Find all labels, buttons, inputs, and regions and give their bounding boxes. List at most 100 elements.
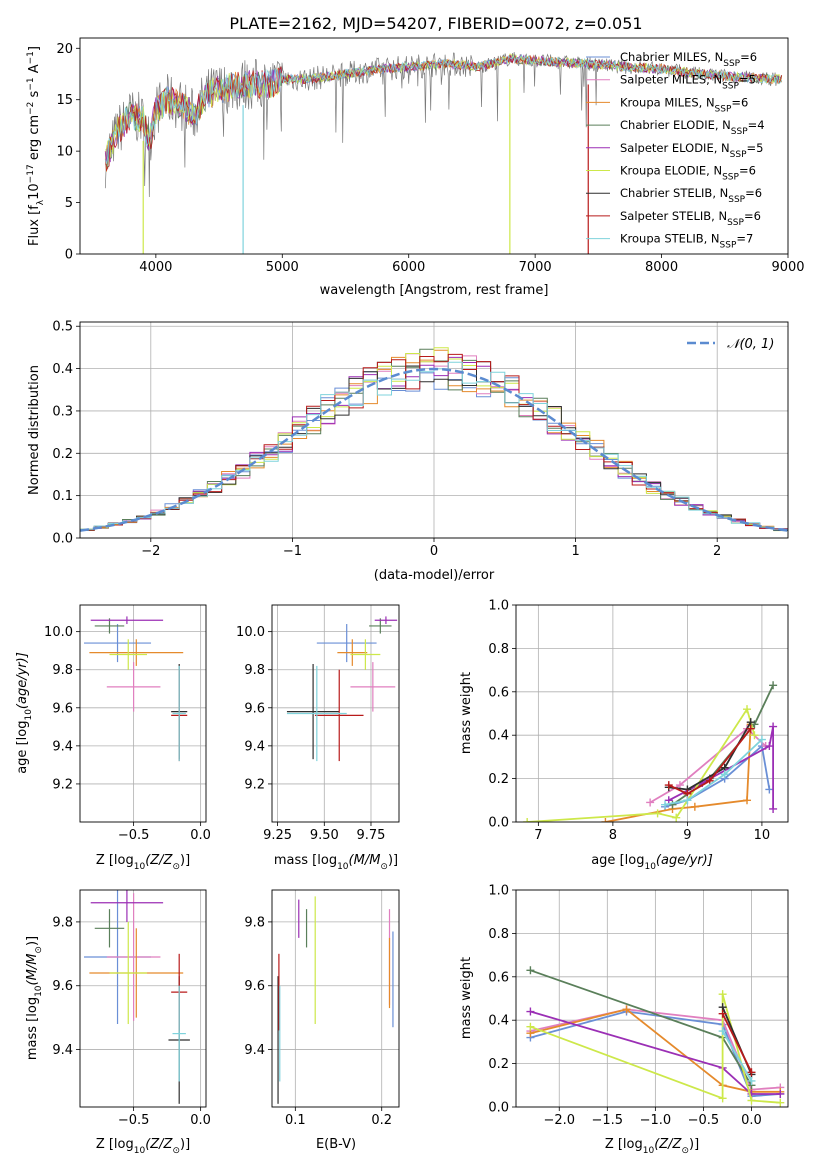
spec-legend-label-7-part: =6 <box>744 209 761 223</box>
zw-marker-kroupa_stelib-1 <box>747 1076 756 1085</box>
agew-marker-chabrier_elodie-0 <box>668 800 677 809</box>
resid-normal-curve <box>80 367 788 532</box>
massage-plotarea <box>286 616 398 762</box>
spec-xlabel: wavelength [Angstrom, rest frame] <box>320 283 549 298</box>
zmass-ylabel: mass [log10(M/M⊙)] <box>25 936 44 1060</box>
spec-legend-label-6: Chabrier STELIB, NSSP=6 <box>620 186 762 205</box>
spec-xtick-label-2: 6000 <box>392 260 425 275</box>
spec-xtick-label-0: 4000 <box>139 260 172 275</box>
zmass-ylabel-part: ⊙ <box>34 946 44 954</box>
zw-xlabel-part: Z [log <box>605 1137 643 1152</box>
resid-xtick-label-3: 1 <box>571 544 579 559</box>
ebv-xtick-label-1: 0.2 <box>371 1113 392 1128</box>
zmass-xlabel-part: Z [log <box>96 1137 134 1152</box>
spec-ytick-label-0: 0 <box>65 248 73 263</box>
agew-marker-kroupa_stelib-0 <box>661 800 670 809</box>
zw-marker-kroupa_elodie-0 <box>526 1022 535 1031</box>
agew-xlabel-part: 10 <box>644 862 656 872</box>
massage-xtick-label-1: 9.50 <box>310 828 339 843</box>
agew-xtick-label-2: 9 <box>683 828 691 843</box>
agew-marker-salpeter_stelib-3 <box>746 724 755 733</box>
massage-xlabel-part: (M/M <box>349 853 381 868</box>
agew-marker-kroupa_elodie-0 <box>523 818 532 822</box>
massage-ytick-label-0: 9.2 <box>244 777 265 792</box>
zw-xtick-label-2: −1.0 <box>640 1113 672 1128</box>
zw-marker-salpeter_elodie-0 <box>526 1007 535 1016</box>
agew-marker-kroupa_stelib-3 <box>757 735 766 744</box>
spec-ytick-label-2: 10 <box>56 145 73 160</box>
zw-xtick-label-4: 0.0 <box>741 1113 762 1128</box>
agew-series-kroupa_miles <box>605 724 752 822</box>
massage-xlabel-part: ⊙ <box>380 862 388 872</box>
zw-xlabel-part: ⊙ <box>681 1146 689 1156</box>
ebv-axes: 0.1 0.2 9.4 9.6 9.8 E(B-V) <box>244 889 400 1152</box>
resid-ytick-label-2: 0.2 <box>52 447 73 462</box>
agew-series-kroupa_stelib <box>664 738 763 806</box>
zw-marker-kroupa_elodie-3 <box>747 1096 756 1105</box>
massage-ytick-label-3: 9.8 <box>244 663 265 678</box>
agew-marker-salpeter_elodie-3 <box>769 722 778 731</box>
spec-legend-label-1-part: SSP <box>722 82 739 92</box>
agew-marker-salpeter_miles-0 <box>646 798 655 807</box>
zmass-plotarea <box>84 890 190 1104</box>
spec-legend-label-3-part: Chabrier ELODIE, N <box>620 118 731 132</box>
zage-ylabel-part: 10 <box>24 709 34 721</box>
zw-xtick-label-1: −1.5 <box>592 1113 624 1128</box>
agew-ytick-label-0: 0.0 <box>488 816 509 831</box>
zw-marker-kroupa_elodie-1 <box>718 1094 727 1103</box>
agew-ytick-label-2: 0.4 <box>488 729 509 744</box>
spec-ytick-label-4: 20 <box>56 42 73 57</box>
agew-marker-kroupa_miles-2 <box>690 802 699 811</box>
zage-ylabel-part: age [log <box>15 721 30 774</box>
agew-marker-salpeter_stelib-0 <box>664 781 673 790</box>
agew-marker-kroupa_stelib-1 <box>683 796 692 805</box>
ebv-ytick-label-1: 9.6 <box>244 979 265 994</box>
agew-xlabel-part: age [log <box>591 853 644 868</box>
resid-xtick-label-2: 0 <box>430 544 438 559</box>
agew-marker-kroupa_elodie-2 <box>672 813 681 822</box>
spec-legend-label-8-part: SSP <box>720 241 737 251</box>
spec-legend-label-6-part: SSP <box>728 195 745 205</box>
resid-hist-kroupa_stelib <box>80 361 788 531</box>
resid-legend-label: 𝒩(0, 1) <box>727 337 774 352</box>
spec-legend-label-8-part: =7 <box>736 232 753 246</box>
spec-legend-label-3-part: SSP <box>731 127 748 137</box>
zmass-ylabel-part: )] <box>25 936 40 946</box>
zmass-ytick-label-2: 9.8 <box>52 915 73 930</box>
zmass-xlabel-part: )] <box>180 1137 190 1152</box>
zmass-xtick-label-1: 0.0 <box>190 1113 211 1128</box>
massage-xlabel-part: )] <box>388 853 398 868</box>
massage-ytick-label-1: 9.4 <box>244 739 265 754</box>
spec-xtick-label-5: 9000 <box>771 260 804 275</box>
ebv-ytick-label-2: 9.8 <box>244 915 265 930</box>
agew-xtick-label-3: 10 <box>754 828 771 843</box>
spec-legend-label-1-part: =5 <box>739 73 756 87</box>
zage-ytick-label-0: 9.2 <box>52 777 73 792</box>
massage-frame <box>271 604 400 823</box>
spec-ylabel: Flux [fλ10−17 erg cm−2 s−1 A−1] <box>26 46 46 246</box>
resid-frame <box>79 321 789 539</box>
spec-legend-label-3-part: =4 <box>748 118 765 132</box>
agew-xtick-label-0: 7 <box>534 828 542 843</box>
resid-xtick-label-0: −2 <box>141 544 160 559</box>
spec-legend-label-2-part: SSP <box>715 104 732 114</box>
zage-xlabel-part: (Z/Z <box>145 853 173 868</box>
resid-xtick-label-1: −1 <box>283 544 302 559</box>
zw-xlabel-part: (Z/Z <box>654 1137 682 1152</box>
ebv-plotarea <box>277 896 394 1104</box>
spec-legend-label-8-part: Kroupa STELIB, N <box>620 232 720 246</box>
spec-legend-label-4-part: =5 <box>747 141 764 155</box>
resid-hist-salpeter_miles <box>80 353 788 530</box>
agew-marker-salpeter_elodie-4 <box>769 804 778 813</box>
spec-xtick-label-3: 7000 <box>519 260 552 275</box>
spec-ylabel-part: A <box>27 64 42 77</box>
resid-hist-salpeter_stelib <box>80 353 788 531</box>
zage-frame <box>79 604 207 823</box>
spec-xtick-label-4: 8000 <box>645 260 678 275</box>
zage-xlabel-part: 10 <box>134 862 146 872</box>
spec-legend-label-7: Salpeter STELIB, NSSP=6 <box>620 209 761 228</box>
agew-series-salpeter_miles <box>649 727 767 804</box>
spec-ytick-label-1: 5 <box>65 196 73 211</box>
zw-xtick-label-0: −2.0 <box>543 1113 575 1128</box>
zmass-xlabel-part: (Z/Z <box>145 1137 173 1152</box>
